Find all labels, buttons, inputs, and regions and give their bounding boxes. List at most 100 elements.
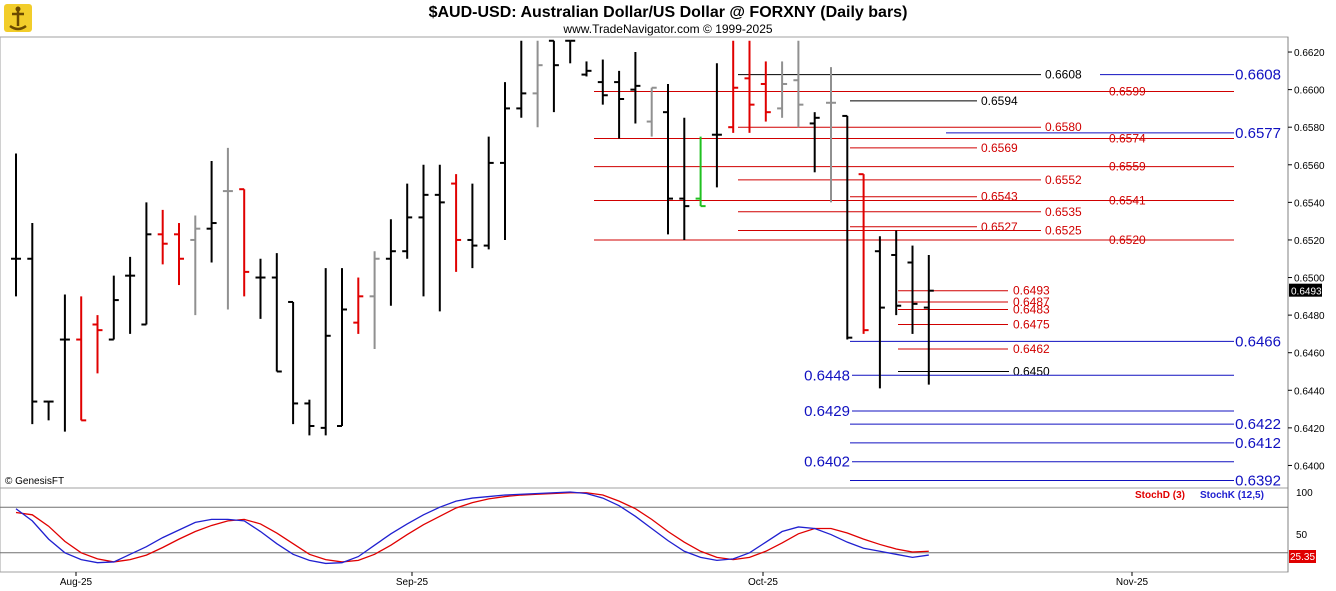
price-bar-7 [125, 256, 136, 334]
price-bar-17 [288, 300, 299, 425]
price-bar-18 [304, 399, 315, 436]
price-bar-32 [532, 40, 543, 128]
stochd-legend: StochD (3) [1135, 490, 1185, 501]
price-bar-19 [320, 268, 331, 436]
price-bar-30 [500, 82, 510, 240]
price-bars [11, 39, 934, 436]
price-bar-14 [239, 188, 250, 297]
red-level-long-2-label: 0.6559 [1109, 160, 1146, 174]
y-tick-label-8: 0.6460 [1294, 349, 1325, 360]
blue-level-left-1-label: 0.6429 [804, 403, 850, 420]
price-bar-50 [826, 67, 836, 203]
price-bar-43 [711, 63, 722, 188]
chart-title: $AUD-USD: Australian Dollar/US Dollar @ … [429, 4, 908, 21]
red-level-short-2-label: 0.6483 [1013, 302, 1050, 316]
price-bar-45 [744, 40, 755, 133]
price-bar-26 [434, 164, 445, 312]
price-bar-54 [891, 230, 902, 316]
y-tick-label-2: 0.6580 [1294, 123, 1325, 134]
indicator-tick-50: 50 [1296, 530, 1308, 541]
y-tick-label-5: 0.6520 [1294, 236, 1325, 247]
red-level-long-1-label: 0.6574 [1109, 131, 1146, 145]
red-level-long-0-label: 0.6599 [1109, 84, 1146, 98]
black-level-1-label: 0.6594 [981, 94, 1018, 108]
red-level-mid-6-label: 0.6525 [1045, 224, 1082, 238]
y-tick-label-0: 0.6620 [1294, 48, 1325, 59]
price-bar-40 [663, 83, 673, 235]
last-stoch-marker: 25.35 [1289, 550, 1316, 563]
price-bar-28 [467, 183, 478, 269]
chart-subtitle: www.TradeNavigator.com © 1999-2025 [562, 22, 772, 36]
price-bar-3 [59, 294, 70, 432]
red-level-mid-3-label: 0.6543 [981, 190, 1018, 204]
price-bar-36 [597, 59, 608, 105]
price-bar-15 [255, 258, 266, 319]
price-bar-20 [337, 268, 347, 427]
price-bar-22 [369, 251, 380, 349]
red-level-long-3-label: 0.6541 [1109, 193, 1146, 207]
red-level-long-4-label: 0.6520 [1109, 233, 1146, 247]
price-bar-8 [141, 202, 152, 326]
price-bar-41 [679, 117, 690, 240]
logo-icon [4, 4, 32, 32]
red-level-short-3-label: 0.6475 [1013, 318, 1050, 332]
red-level-mid-2-label: 0.6552 [1045, 173, 1082, 187]
x-tick-label-3: Nov-25 [1116, 577, 1149, 588]
last-price-marker: 0.6493 [1289, 283, 1322, 298]
last-price-value: 0.6493 [1291, 287, 1322, 298]
price-bar-34 [565, 39, 576, 64]
x-tick-label-1: Sep-25 [396, 577, 429, 588]
price-bar-4 [76, 296, 87, 422]
blue-level-right-2-label: 0.6466 [1235, 333, 1281, 350]
y-tick-label-4: 0.6540 [1294, 198, 1325, 209]
stochd-line [15, 492, 929, 563]
price-bar-5 [92, 315, 103, 374]
price-bar-51 [842, 114, 853, 340]
red-level-mid-1-label: 0.6569 [981, 141, 1018, 155]
y-tick-label-9: 0.6440 [1294, 386, 1325, 397]
price-bar-52 [858, 173, 869, 334]
blue-level-left-0-label: 0.6448 [804, 367, 850, 384]
price-bar-56 [923, 254, 934, 385]
price-axis: 0.6620 0.6600 0.6580 0.6560 0.6540 0.6520 0.65… [1288, 48, 1325, 472]
price-bar-31 [516, 40, 527, 118]
red-level-short-1-label: 0.6487 [1013, 295, 1050, 309]
price-bar-37 [614, 70, 625, 139]
stochk-legend: StochK (12,5) [1200, 490, 1264, 501]
blue-level-right-0-label: 0.6608 [1235, 67, 1281, 84]
blue-level-right-5-label: 0.6392 [1235, 472, 1281, 489]
stochk-line [15, 491, 929, 565]
y-tick-label-7: 0.6480 [1294, 311, 1325, 322]
red-level-mid-4-label: 0.6535 [1045, 205, 1082, 219]
price-bar-6 [108, 275, 119, 341]
price-bar-21 [353, 277, 364, 334]
price-bar-48 [793, 40, 804, 128]
price-bar-10 [174, 223, 184, 286]
x-tick-label-0: Aug-25 [60, 577, 93, 588]
price-bar-23 [385, 219, 396, 306]
price-bar-11 [190, 215, 201, 316]
red-level-short-4-label: 0.6462 [1013, 342, 1050, 356]
price-bar-12 [206, 161, 217, 263]
price-bar-25 [418, 164, 429, 297]
price-bar-0 [11, 153, 21, 297]
y-tick-label-6: 0.6500 [1294, 274, 1325, 285]
black-level-2-label: 0.6450 [1013, 364, 1050, 378]
price-bar-42 [695, 136, 706, 208]
price-bar-47 [777, 61, 788, 118]
indicator-panel [0, 487, 1289, 573]
time-axis: Aug-25 Sep-25 Oct-25 Nov-25 [60, 572, 1149, 588]
x-tick-label-2: Oct-25 [748, 577, 778, 588]
y-tick-label-1: 0.6600 [1294, 86, 1325, 97]
blue-level-right-1-label: 0.6577 [1235, 125, 1281, 142]
price-bar-53 [874, 236, 885, 389]
blue-level-right-4-label: 0.6412 [1235, 435, 1281, 452]
price-bar-38 [630, 52, 641, 124]
price-bar-27 [451, 174, 462, 272]
price-bar-1 [27, 223, 38, 425]
price-bar-46 [760, 61, 771, 122]
watermark: © GenesisFT [5, 476, 64, 487]
price-panel [0, 36, 1289, 489]
blue-level-right-3-label: 0.6422 [1235, 416, 1281, 433]
